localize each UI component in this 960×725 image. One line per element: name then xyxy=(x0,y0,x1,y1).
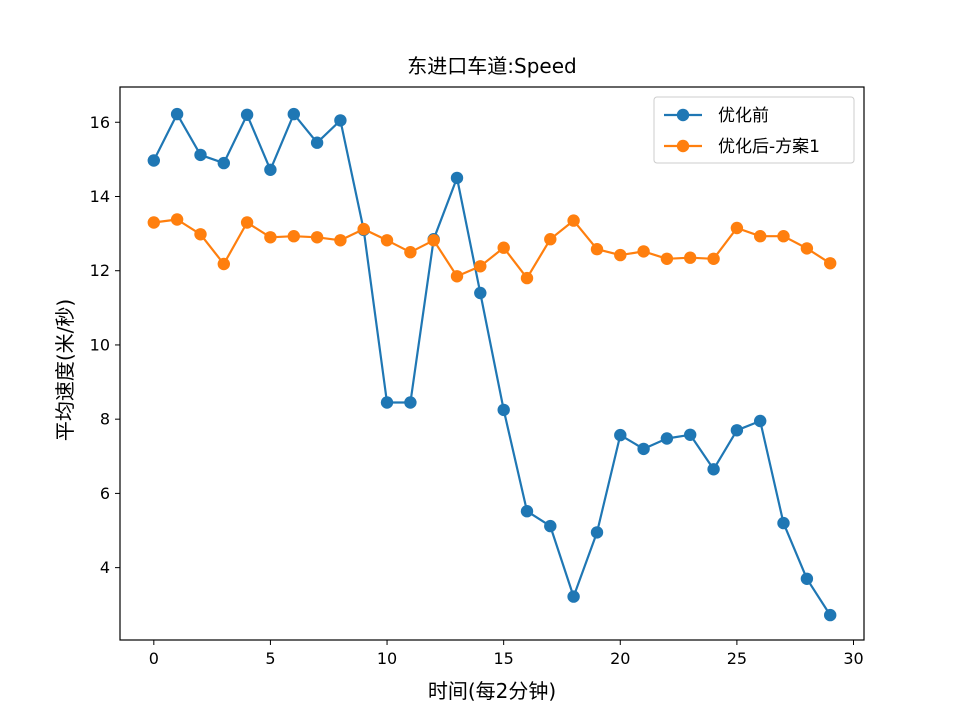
legend-label-1: 优化前 xyxy=(718,106,769,126)
plot-area xyxy=(148,108,837,621)
data-point-series-1 xyxy=(218,157,230,169)
y-tick-label: 16 xyxy=(90,113,110,132)
x-tick-label: 10 xyxy=(377,649,397,668)
data-point-series-2 xyxy=(731,222,743,234)
data-point-series-1 xyxy=(591,526,603,538)
data-point-series-2 xyxy=(358,223,370,235)
data-point-series-2 xyxy=(567,214,579,226)
data-point-series-1 xyxy=(404,396,416,408)
axes-frame xyxy=(120,87,864,640)
x-tick-label: 15 xyxy=(493,649,513,668)
data-point-series-1 xyxy=(148,154,160,166)
data-point-series-2 xyxy=(521,272,533,284)
series-line-1 xyxy=(154,114,830,615)
data-point-series-1 xyxy=(474,287,486,299)
y-tick-label: 12 xyxy=(90,261,110,280)
axes: 0 5 10 15 20 25 30 4 6 8 10 12 14 16 xyxy=(90,87,864,668)
x-tick-label: 30 xyxy=(843,649,863,668)
data-point-series-2 xyxy=(661,253,673,265)
data-point-series-2 xyxy=(311,231,323,243)
data-point-series-1 xyxy=(544,520,556,532)
data-point-series-2 xyxy=(637,245,649,257)
data-point-series-2 xyxy=(241,216,253,228)
data-point-series-2 xyxy=(544,233,556,245)
data-point-series-1 xyxy=(777,517,789,529)
data-point-series-1 xyxy=(824,609,836,621)
data-point-series-2 xyxy=(334,234,346,246)
data-point-series-2 xyxy=(404,246,416,258)
data-point-series-1 xyxy=(334,114,346,126)
y-tick-label: 4 xyxy=(100,558,110,577)
data-point-series-2 xyxy=(218,258,230,270)
x-tick-label: 25 xyxy=(727,649,747,668)
x-tick-label: 20 xyxy=(610,649,630,668)
x-tick-label: 0 xyxy=(149,649,159,668)
data-point-series-2 xyxy=(381,234,393,246)
chart-title: 东进口车道:Speed xyxy=(407,54,576,78)
y-tick-label: 14 xyxy=(90,187,110,206)
data-point-series-1 xyxy=(731,424,743,436)
data-point-series-2 xyxy=(707,253,719,265)
data-point-series-1 xyxy=(451,172,463,184)
data-point-series-1 xyxy=(684,429,696,441)
data-point-series-1 xyxy=(661,432,673,444)
data-point-series-2 xyxy=(264,231,276,243)
x-tick-label: 5 xyxy=(265,649,275,668)
data-point-series-2 xyxy=(614,249,626,261)
data-point-series-1 xyxy=(288,108,300,120)
data-point-series-1 xyxy=(171,108,183,120)
data-point-series-1 xyxy=(498,404,510,416)
data-point-series-1 xyxy=(637,443,649,455)
data-point-series-2 xyxy=(777,230,789,242)
data-point-series-2 xyxy=(171,213,183,225)
data-point-series-2 xyxy=(824,257,836,269)
data-point-series-2 xyxy=(194,228,206,240)
data-point-series-2 xyxy=(801,242,813,254)
y-tick-label: 8 xyxy=(100,410,110,429)
y-axis-label: 平均速度(米/秒) xyxy=(53,299,77,441)
data-point-series-2 xyxy=(754,230,766,242)
data-point-series-1 xyxy=(614,429,626,441)
data-point-series-2 xyxy=(474,260,486,272)
data-point-series-1 xyxy=(521,505,533,517)
data-point-series-1 xyxy=(707,463,719,475)
x-axis-label: 时间(每2分钟) xyxy=(428,679,556,703)
data-point-series-2 xyxy=(684,252,696,264)
y-tick-label: 6 xyxy=(100,484,110,503)
data-point-series-1 xyxy=(801,573,813,585)
data-point-series-1 xyxy=(241,109,253,121)
data-point-series-2 xyxy=(498,242,510,254)
data-point-series-1 xyxy=(754,415,766,427)
data-point-series-2 xyxy=(591,243,603,255)
legend-label-2: 优化后-方案1 xyxy=(718,137,820,157)
data-point-series-1 xyxy=(264,164,276,176)
data-point-series-2 xyxy=(288,230,300,242)
data-point-series-1 xyxy=(567,590,579,602)
data-point-series-1 xyxy=(381,396,393,408)
data-point-series-2 xyxy=(451,270,463,282)
data-point-series-2 xyxy=(148,216,160,228)
series-line-2 xyxy=(154,220,830,279)
y-tick-label: 10 xyxy=(90,335,110,354)
data-point-series-1 xyxy=(194,149,206,161)
legend-marker-2 xyxy=(677,140,689,152)
data-point-series-2 xyxy=(428,234,440,246)
data-point-series-1 xyxy=(311,137,323,149)
legend-marker-1 xyxy=(677,109,689,121)
